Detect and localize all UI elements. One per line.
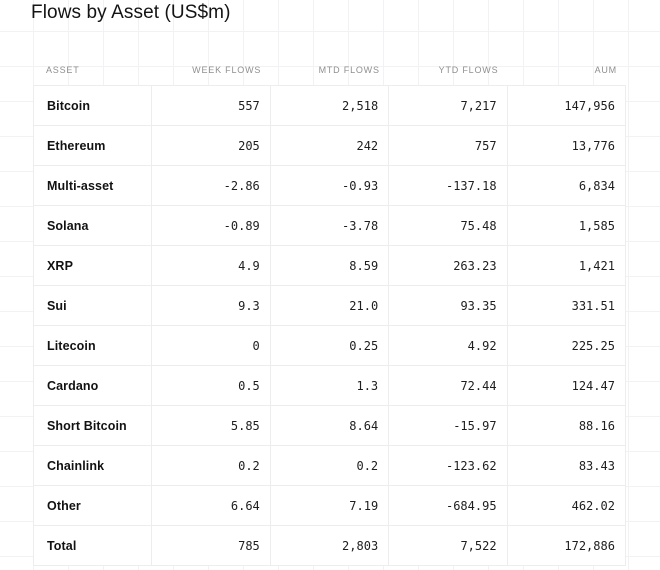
asset-name: Litecoin bbox=[34, 326, 153, 366]
aum-value: 172,886 bbox=[507, 526, 626, 566]
aum-value: 331.51 bbox=[507, 286, 626, 326]
column-header-asset: ASSET bbox=[46, 65, 80, 75]
aum-value: 88.16 bbox=[507, 406, 626, 446]
aum-value: 13,776 bbox=[507, 126, 626, 166]
column-header-aum: AUM bbox=[594, 65, 617, 75]
table-row: Other 6.64 7.19 -684.95 462.02 bbox=[34, 486, 626, 526]
column-header-mtd-flows: MTD FLOWS bbox=[318, 65, 380, 75]
week-flows-value: 557 bbox=[152, 86, 271, 126]
ytd-flows-value: 4.92 bbox=[389, 326, 508, 366]
week-flows-value: 0.2 bbox=[152, 446, 271, 486]
column-header-ytd-flows: YTD FLOWS bbox=[438, 65, 499, 75]
table-body: Bitcoin 557 2,518 7,217 147,956 Ethereum… bbox=[33, 85, 626, 566]
table-row: XRP 4.9 8.59 263.23 1,421 bbox=[34, 246, 626, 286]
table-row: Sui 9.3 21.0 93.35 331.51 bbox=[34, 286, 626, 326]
ytd-flows-value: 93.35 bbox=[389, 286, 508, 326]
aum-value: 462.02 bbox=[507, 486, 626, 526]
page-title: Flows by Asset (US$m) bbox=[31, 2, 231, 23]
ytd-flows-value: 7,217 bbox=[389, 86, 508, 126]
aum-value: 147,956 bbox=[507, 86, 626, 126]
table-row: Short Bitcoin 5.85 8.64 -15.97 88.16 bbox=[34, 406, 626, 446]
table-row: Multi-asset -2.86 -0.93 -137.18 6,834 bbox=[34, 166, 626, 206]
week-flows-value: -2.86 bbox=[152, 166, 271, 206]
table-row-total: Total 785 2,803 7,522 172,886 bbox=[34, 526, 626, 566]
mtd-flows-value: 2,803 bbox=[270, 526, 390, 566]
table-header-row: ASSET WEEK FLOWS MTD FLOWS YTD FLOWS AUM bbox=[33, 55, 626, 85]
asset-name: Multi-asset bbox=[34, 166, 153, 206]
aum-value: 124.47 bbox=[507, 366, 626, 406]
aum-value: 1,421 bbox=[507, 246, 626, 286]
asset-name: Short Bitcoin bbox=[34, 406, 153, 446]
mtd-flows-value: 8.64 bbox=[270, 406, 390, 446]
asset-name: Total bbox=[34, 526, 153, 566]
ytd-flows-value: 757 bbox=[389, 126, 508, 166]
mtd-flows-value: -0.93 bbox=[270, 166, 390, 206]
week-flows-value: 0.5 bbox=[152, 366, 271, 406]
ytd-flows-value: -15.97 bbox=[389, 406, 508, 446]
table-row: Litecoin 0 0.25 4.92 225.25 bbox=[34, 326, 626, 366]
column-header-week-flows: WEEK FLOWS bbox=[192, 65, 262, 75]
ytd-flows-value: 7,522 bbox=[389, 526, 508, 566]
mtd-flows-value: -3.78 bbox=[270, 206, 390, 246]
aum-value: 1,585 bbox=[507, 206, 626, 246]
mtd-flows-value: 21.0 bbox=[270, 286, 390, 326]
aum-value: 225.25 bbox=[507, 326, 626, 366]
table-row: Solana -0.89 -3.78 75.48 1,585 bbox=[34, 206, 626, 246]
ytd-flows-value: -137.18 bbox=[389, 166, 508, 206]
aum-value: 6,834 bbox=[507, 166, 626, 206]
asset-name: Cardano bbox=[34, 366, 153, 406]
table-row: Ethereum 205 242 757 13,776 bbox=[34, 126, 626, 166]
ytd-flows-value: 263.23 bbox=[389, 246, 508, 286]
ytd-flows-value: -123.62 bbox=[389, 446, 508, 486]
mtd-flows-value: 1.3 bbox=[270, 366, 390, 406]
asset-name: Other bbox=[34, 486, 153, 526]
aum-value: 83.43 bbox=[507, 446, 626, 486]
asset-name: XRP bbox=[34, 246, 153, 286]
asset-name: Sui bbox=[34, 286, 153, 326]
mtd-flows-value: 0.25 bbox=[270, 326, 390, 366]
table-row: Cardano 0.5 1.3 72.44 124.47 bbox=[34, 366, 626, 406]
ytd-flows-value: -684.95 bbox=[389, 486, 508, 526]
week-flows-value: 785 bbox=[152, 526, 271, 566]
week-flows-value: 5.85 bbox=[152, 406, 271, 446]
week-flows-value: 205 bbox=[152, 126, 271, 166]
mtd-flows-value: 8.59 bbox=[270, 246, 390, 286]
week-flows-value: -0.89 bbox=[152, 206, 271, 246]
asset-name: Solana bbox=[34, 206, 153, 246]
asset-name: Chainlink bbox=[34, 446, 153, 486]
table-row: Chainlink 0.2 0.2 -123.62 83.43 bbox=[34, 446, 626, 486]
ytd-flows-value: 75.48 bbox=[389, 206, 508, 246]
week-flows-value: 4.9 bbox=[152, 246, 271, 286]
asset-name: Bitcoin bbox=[34, 86, 153, 126]
flows-table: ASSET WEEK FLOWS MTD FLOWS YTD FLOWS AUM… bbox=[33, 55, 626, 566]
ytd-flows-value: 72.44 bbox=[389, 366, 508, 406]
table-row: Bitcoin 557 2,518 7,217 147,956 bbox=[34, 86, 626, 126]
asset-name: Ethereum bbox=[34, 126, 153, 166]
week-flows-value: 0 bbox=[152, 326, 271, 366]
mtd-flows-value: 7.19 bbox=[270, 486, 390, 526]
week-flows-value: 9.3 bbox=[152, 286, 271, 326]
mtd-flows-value: 0.2 bbox=[270, 446, 390, 486]
mtd-flows-value: 2,518 bbox=[270, 86, 390, 126]
mtd-flows-value: 242 bbox=[270, 126, 390, 166]
week-flows-value: 6.64 bbox=[152, 486, 271, 526]
